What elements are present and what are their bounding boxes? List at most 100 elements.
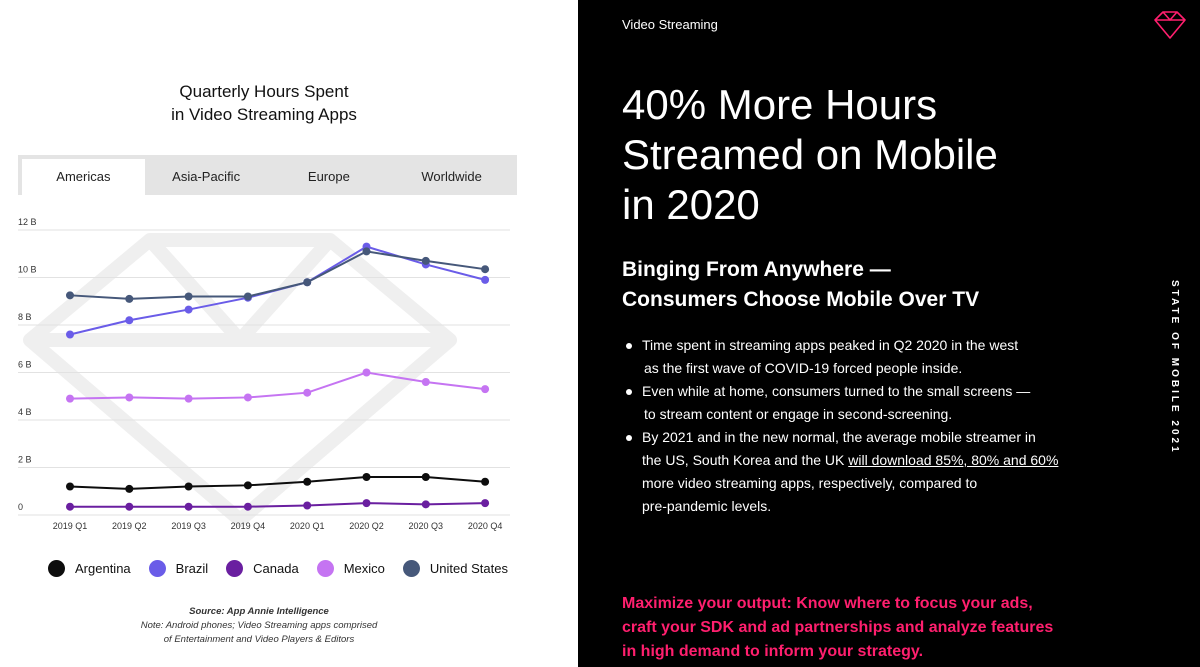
- subheading-line-2: Consumers Choose Mobile Over TV: [622, 288, 980, 311]
- point-mexico[interactable]: [66, 394, 74, 403]
- legend-item-united-states[interactable]: United States: [402, 560, 508, 577]
- legend-item-mexico[interactable]: Mexico: [316, 560, 385, 577]
- point-brazil[interactable]: [184, 305, 193, 314]
- point-mexico[interactable]: [243, 393, 252, 402]
- legend-item-brazil[interactable]: Brazil: [148, 560, 208, 577]
- point-canada[interactable]: [125, 502, 134, 511]
- x-tick-label: 2020 Q1: [290, 521, 325, 531]
- y-tick-label: 8 B: [18, 312, 32, 322]
- point-argentina[interactable]: [243, 481, 252, 490]
- chart-title-line-1: Quarterly Hours Spent: [179, 82, 349, 101]
- point-mexico[interactable]: [481, 385, 490, 394]
- series-line-mexico: [69, 371, 486, 400]
- point-united-states[interactable]: [125, 294, 134, 303]
- point-canada[interactable]: [421, 500, 430, 509]
- bullet-3-line-1: By 2021 and in the new normal, the avera…: [642, 429, 1036, 445]
- point-mexico[interactable]: [125, 393, 134, 402]
- point-canada[interactable]: [362, 499, 371, 508]
- note-line-2: of Entertainment and Video Players & Edi…: [163, 634, 355, 645]
- tab-europe[interactable]: Europe: [307, 169, 350, 184]
- bullet-3-line-4: pre-pandemic levels.: [642, 498, 772, 514]
- point-brazil[interactable]: [66, 330, 74, 339]
- x-tick-label: 2019 Q3: [171, 521, 206, 531]
- series-line-united-states: [69, 250, 486, 300]
- point-brazil[interactable]: [125, 316, 134, 325]
- point-canada[interactable]: [243, 502, 252, 511]
- legend-label-mexico: Mexico: [343, 561, 385, 576]
- chart-title: Quarterly Hours Spent in Video Streaming…: [0, 80, 528, 126]
- call-to-action: Maximize your output: Know where to focu…: [622, 592, 1102, 664]
- point-united-states[interactable]: [481, 265, 490, 274]
- legend-item-canada[interactable]: Canada: [226, 560, 299, 577]
- legend-label-argentina: Argentina: [75, 561, 131, 576]
- x-tick-label: 2019 Q4: [231, 521, 266, 531]
- point-united-states[interactable]: [243, 292, 252, 301]
- point-canada[interactable]: [184, 502, 193, 511]
- region-tabs: Americas Asia-Pacific Europe Worldwide: [18, 155, 517, 195]
- legend-label-canada: Canada: [253, 561, 299, 576]
- x-tick-label: 2020 Q4: [468, 521, 503, 531]
- download-stats-link[interactable]: will download 85%, 80% and 60%: [848, 452, 1059, 468]
- chart-panel: Quarterly Hours Spent in Video Streaming…: [0, 0, 578, 667]
- bullet-1-line-1: Time spent in streaming apps peaked in Q…: [642, 337, 1019, 353]
- tab-asia-pacific[interactable]: Asia-Pacific: [172, 169, 241, 184]
- y-tick-label: 2 B: [18, 455, 32, 465]
- point-united-states[interactable]: [421, 256, 430, 265]
- point-argentina[interactable]: [421, 473, 430, 481]
- x-tick-label: 2019 Q2: [112, 521, 147, 531]
- point-united-states[interactable]: [66, 291, 74, 300]
- legend-dot-brazil: [148, 560, 166, 577]
- series-line-argentina: [69, 476, 486, 490]
- tab-americas[interactable]: Americas: [22, 159, 145, 195]
- point-argentina[interactable]: [481, 477, 490, 486]
- y-tick-label: 12 B: [18, 217, 37, 227]
- chart-legend: Argentina Brazil Canada Mexico United St…: [48, 560, 526, 577]
- point-mexico[interactable]: [303, 388, 312, 397]
- source-text: Source: App Annie Intelligence: [189, 606, 329, 617]
- note-line-1: Note: Android phones; Video Streaming ap…: [140, 620, 378, 631]
- subheading-line-1: Binging From Anywhere —: [622, 258, 891, 281]
- legend-label-united-states: United States: [429, 561, 508, 576]
- point-argentina[interactable]: [66, 482, 74, 491]
- diamond-watermark-icon: [23, 233, 457, 527]
- point-canada[interactable]: [66, 502, 74, 511]
- x-tick-label: 2020 Q2: [349, 521, 384, 531]
- point-united-states[interactable]: [362, 247, 371, 256]
- point-argentina[interactable]: [125, 484, 134, 493]
- legend-item-argentina[interactable]: Argentina: [48, 560, 131, 577]
- headline: 40% More Hours Streamed on Mobile in 202…: [622, 80, 1072, 230]
- vertical-brand-text: STATE OF MOBILE 2021: [1169, 280, 1180, 455]
- headline-line-1: 40% More Hours: [622, 81, 938, 128]
- chart-title-line-2: in Video Streaming Apps: [171, 105, 357, 124]
- point-canada[interactable]: [303, 501, 312, 510]
- y-tick-label: 4 B: [18, 407, 32, 417]
- x-tick-label: 2019 Q1: [53, 521, 88, 531]
- tab-worldwide[interactable]: Worldwide: [421, 169, 482, 184]
- y-tick-label: 10 B: [18, 265, 37, 275]
- bullet-item: Time spent in streaming apps peaked in Q…: [622, 334, 1112, 380]
- legend-dot-canada: [226, 560, 244, 577]
- legend-dot-mexico: [316, 560, 334, 577]
- point-united-states[interactable]: [303, 278, 312, 287]
- bullet-2-line-1: Even while at home, consumers turned to …: [642, 383, 1031, 399]
- point-canada[interactable]: [481, 499, 490, 508]
- diamond-logo-icon: [1154, 11, 1186, 39]
- point-mexico[interactable]: [362, 368, 371, 377]
- point-brazil[interactable]: [481, 275, 490, 284]
- line-chart: 0 2 B 4 B 6 B 8 B 10 B 12 B 2019 Q1 2019 Q2 2019…: [18, 217, 510, 531]
- point-united-states[interactable]: [184, 292, 193, 301]
- text-panel: Video Streaming 40% More Hours Streamed …: [578, 0, 1200, 667]
- bullet-3-line-2: the US, South Korea and the UK will down…: [642, 449, 1112, 472]
- point-argentina[interactable]: [184, 482, 193, 491]
- cta-line-2: craft your SDK and ad partnerships and a…: [622, 619, 1054, 636]
- bullet-item: Even while at home, consumers turned to …: [622, 380, 1112, 426]
- legend-dot-argentina: [48, 560, 65, 577]
- point-mexico[interactable]: [421, 378, 430, 386]
- section-label: Video Streaming: [622, 17, 718, 32]
- chart-source: Source: App Annie Intelligence Note: And…: [0, 605, 518, 647]
- point-argentina[interactable]: [303, 477, 312, 486]
- subheading: Binging From Anywhere — Consumers Choose…: [622, 255, 979, 315]
- point-mexico[interactable]: [184, 394, 193, 403]
- headline-line-2: Streamed on Mobile: [622, 131, 998, 178]
- point-argentina[interactable]: [362, 473, 371, 481]
